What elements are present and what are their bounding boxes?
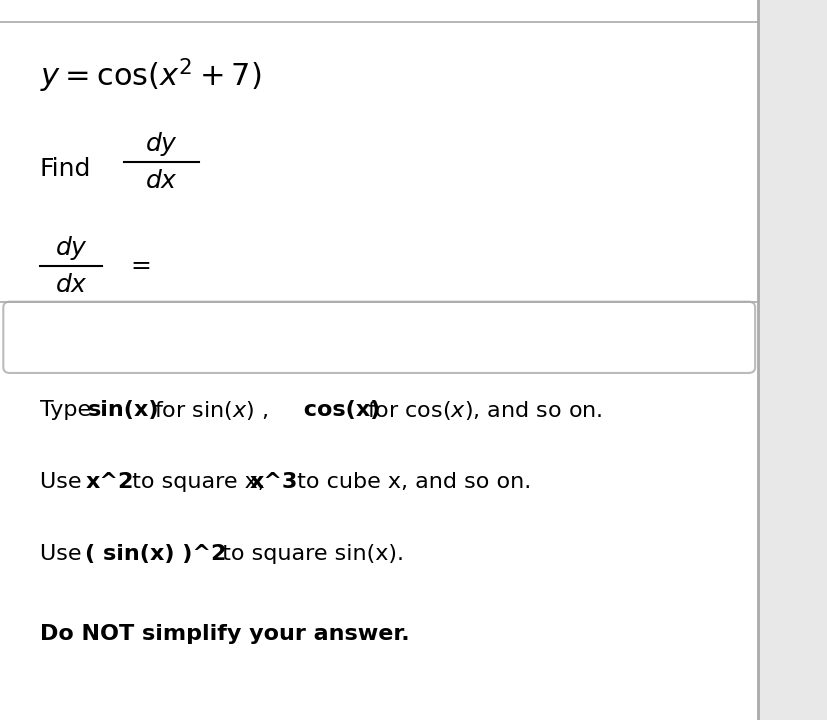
Text: $dy$: $dy$ [145,130,178,158]
Text: for $\cos(x)$, and so on.: for $\cos(x)$, and so on. [360,399,602,422]
FancyBboxPatch shape [3,302,754,373]
Text: cos(x): cos(x) [296,400,380,420]
Bar [758,0,827,720]
Text: to square sin(x).: to square sin(x). [215,544,404,564]
Text: $y = \cos(x^2 + 7)$: $y = \cos(x^2 + 7)$ [40,56,261,95]
Text: $dx$: $dx$ [55,274,88,297]
Text: to cube x, and so on.: to cube x, and so on. [289,472,530,492]
Text: $dx$: $dx$ [145,170,178,193]
Text: to square x,: to square x, [125,472,271,492]
Text: Use: Use [40,472,88,492]
Text: Do NOT simplify your answer.: Do NOT simplify your answer. [40,624,409,644]
Text: =: = [131,254,151,279]
Text: for $\sin(x)$ ,: for $\sin(x)$ , [147,399,268,422]
Text: $dy$: $dy$ [55,234,88,261]
Text: Find: Find [40,157,91,181]
Text: Use: Use [40,544,88,564]
Text: x^3: x^3 [249,472,297,492]
Text: Type: Type [40,400,98,420]
Text: ( sin(x) )^2: ( sin(x) )^2 [85,544,227,564]
Text: sin(x): sin(x) [88,400,159,420]
Text: x^2: x^2 [85,472,133,492]
